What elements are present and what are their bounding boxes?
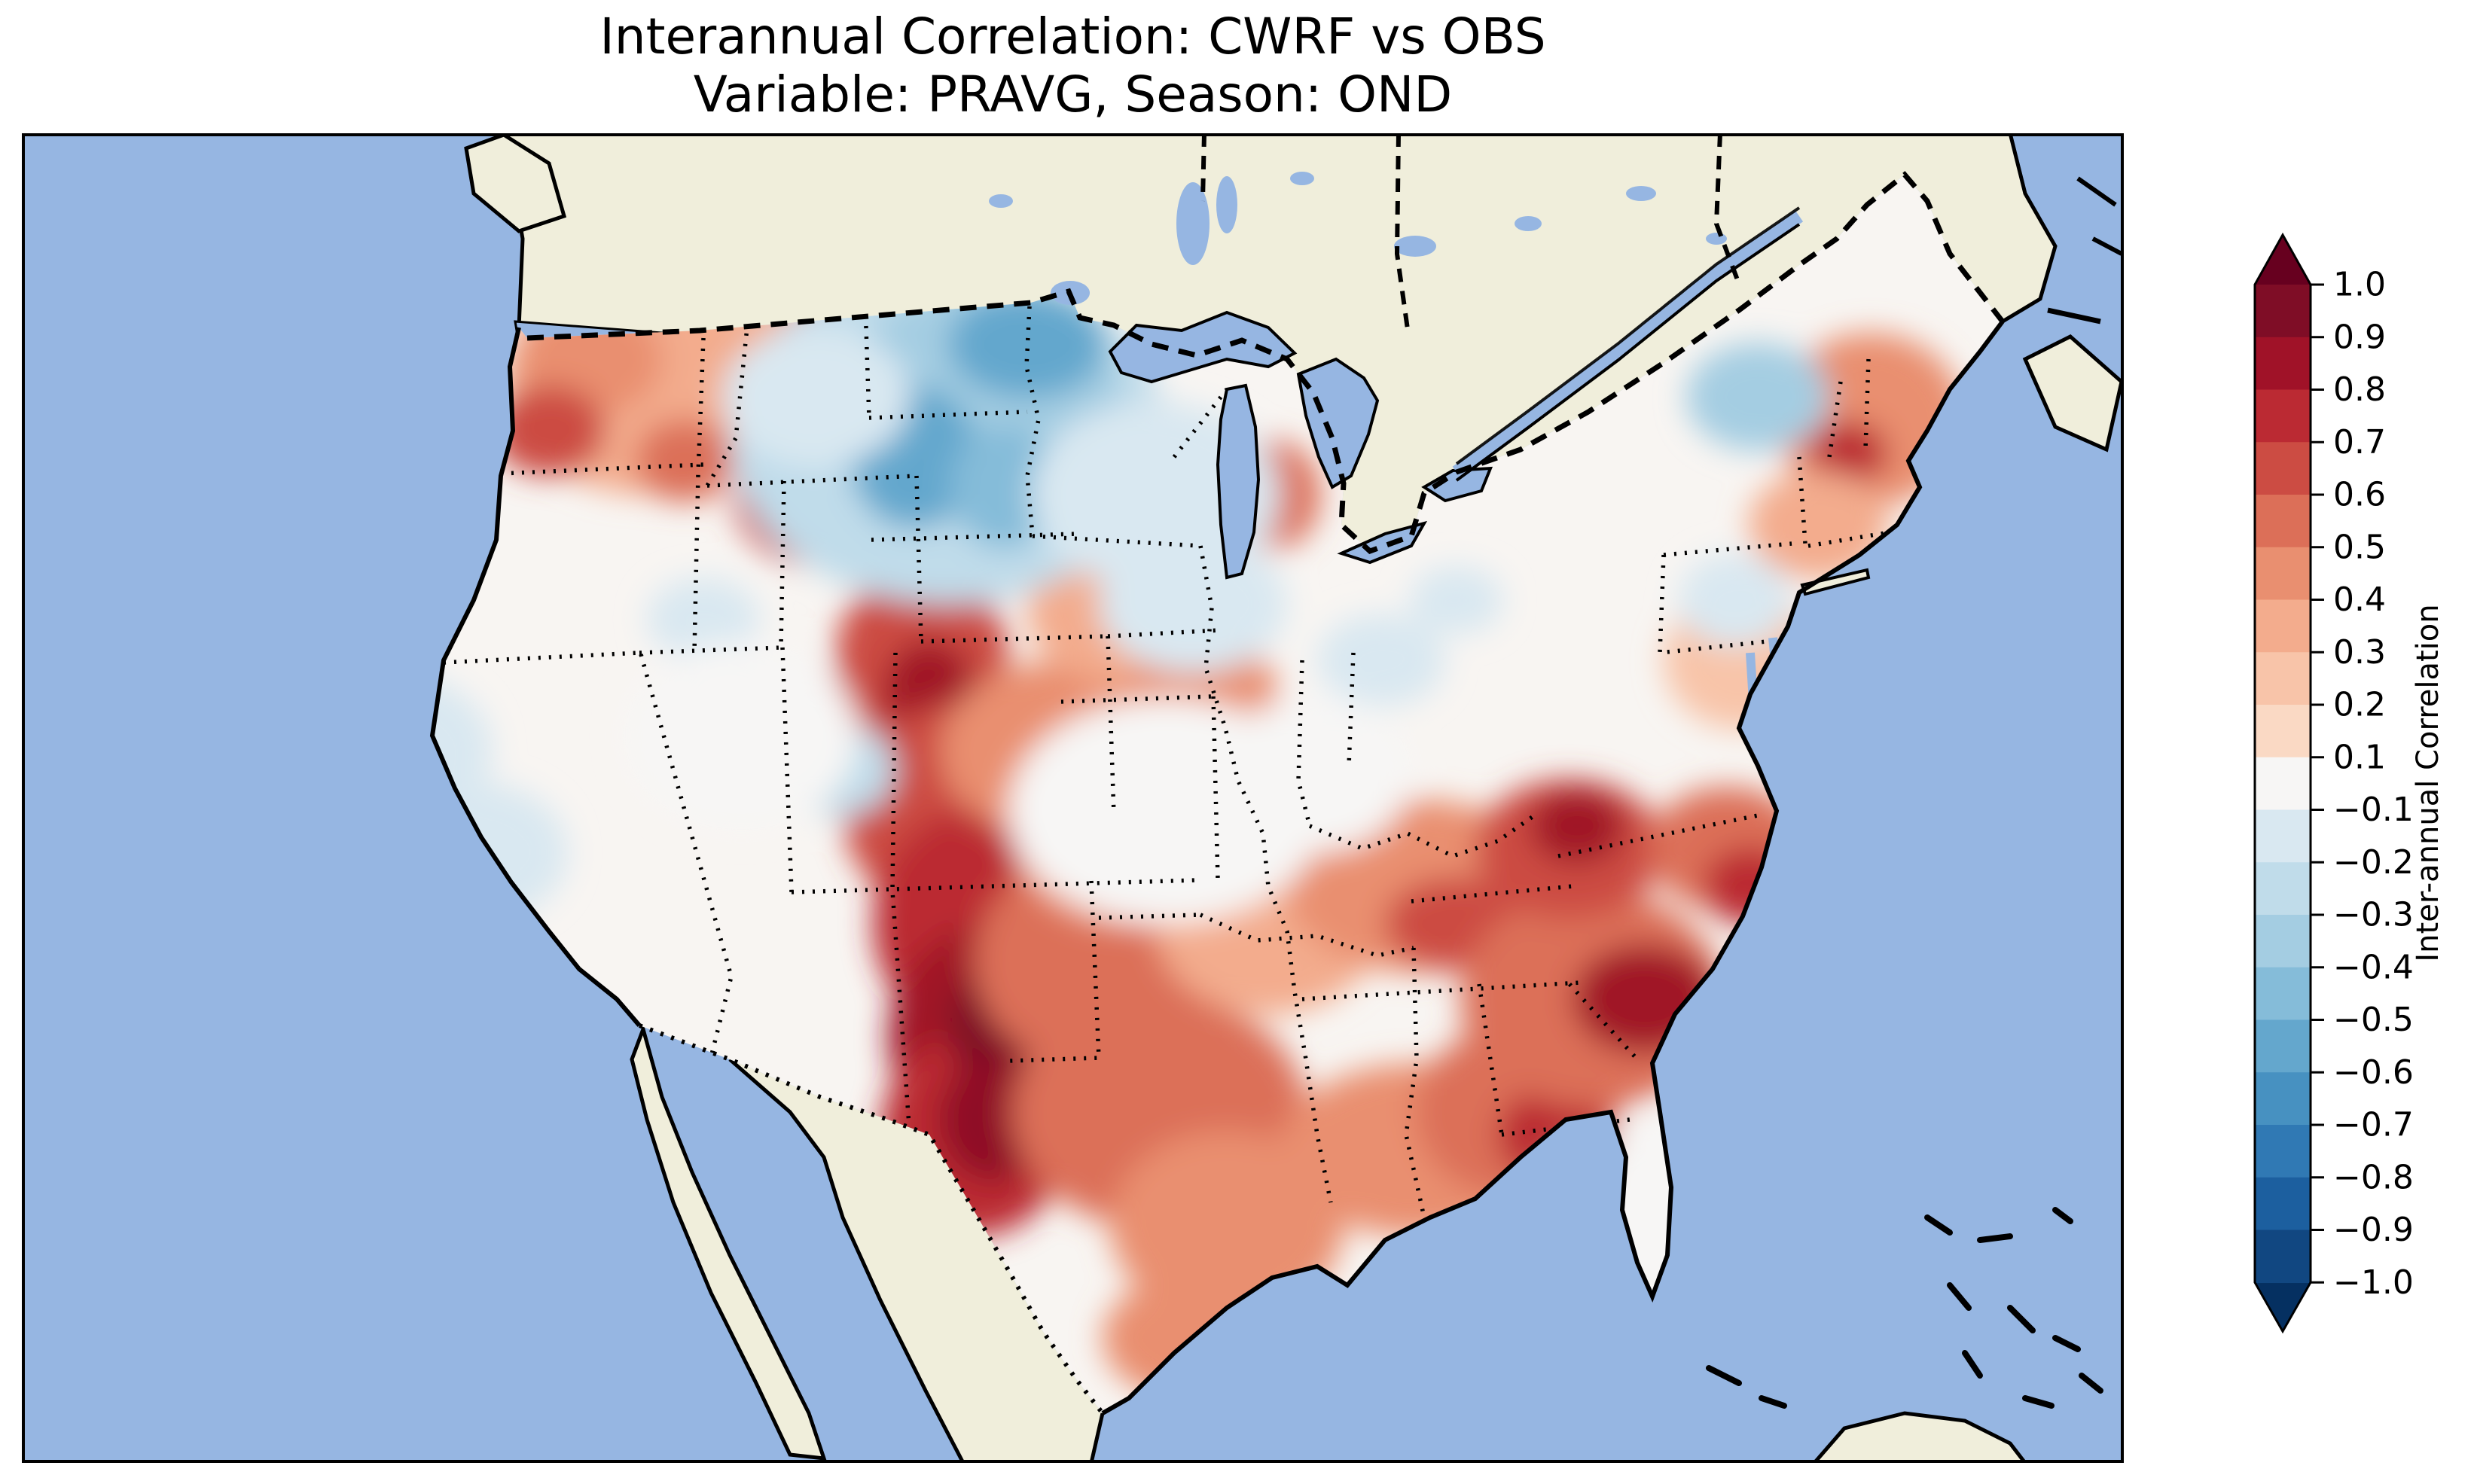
colorbar-band (2255, 1125, 2311, 1178)
map-canvas (22, 133, 2124, 1463)
colorbar-tick-label: −0.5 (2333, 1001, 2414, 1039)
colorbar-band (2255, 389, 2311, 443)
correlation-blob (1223, 694, 1411, 852)
us-mexico-border (638, 1023, 1105, 1415)
correlation-blob (1679, 553, 1792, 647)
correlation-blob (948, 290, 1106, 398)
correlation-blob (1317, 614, 1445, 707)
correlation-blob (1809, 422, 1887, 485)
colorbar-tick-label: −0.6 (2333, 1053, 2414, 1092)
us-gulf-atlantic-coastline (1101, 320, 2005, 1415)
colorbar-band (2255, 967, 2311, 1021)
colorbar-band (2255, 1019, 2311, 1074)
cuba (1811, 1411, 2028, 1463)
colorbar-tick-label: 1.0 (2333, 266, 2386, 304)
correlation-blob (722, 328, 911, 466)
colorbar-band (2255, 599, 2311, 654)
colorbar-band (2255, 809, 2311, 864)
title-line-1: Interannual Correlation: CWRF vs OBS (599, 8, 1546, 66)
colorbar-band (2255, 1230, 2311, 1284)
colorbar-canvas: 1.0 0.9 0.8 0.7 0.6 0.5 0.4 0.3 0.2 0.1 −0.1 −0.2 −0… (2253, 232, 2414, 1334)
colorbar-band (2255, 1177, 2311, 1231)
correlation-blob (636, 419, 734, 502)
bahamas-islands (1706, 1207, 2103, 1409)
us-correlation-map (22, 133, 2124, 1463)
colorbar-tick-label: −0.4 (2333, 948, 2414, 986)
correlation-field (432, 220, 1965, 1402)
colorbar-tick-label: −0.7 (2333, 1106, 2414, 1144)
province-borders (1200, 133, 1741, 330)
correlation-blob (950, 425, 1059, 549)
colorbar-extend-under (2255, 1282, 2311, 1332)
chesapeake-bay (1746, 637, 1781, 714)
mexico-gulf-coastline (1089, 1412, 1105, 1463)
correlation-blob (1686, 343, 1829, 451)
colorbar-tick-label: 0.3 (2333, 633, 2386, 672)
colorbar-tick-label: 0.9 (2333, 318, 2386, 356)
title-line-2: Variable: PRAVG, Season: OND (693, 66, 1453, 123)
colorbar-band (2255, 285, 2311, 338)
us-pacific-coastline (429, 327, 642, 1027)
correlation-blob (1110, 1131, 1344, 1319)
map-frame (22, 133, 2124, 1463)
lake-huron (1296, 357, 1380, 489)
correlation-blob (647, 577, 760, 660)
lake-ontario (1421, 466, 1493, 503)
colorbar-tick-label: 0.2 (2333, 686, 2386, 724)
st-lawrence-south-bank (1455, 223, 1801, 482)
colorbar-tick-label: −0.9 (2333, 1211, 2414, 1249)
colorbar-band (2255, 652, 2311, 705)
colorbar-tick-label: −0.3 (2333, 896, 2414, 934)
colorbar-tick-label: 0.5 (2333, 528, 2386, 566)
colorbar-extend-over (2255, 235, 2311, 285)
great-lakes (1108, 310, 1493, 580)
mexico-west-coastline (728, 1058, 966, 1463)
colorbar-tick-label: 0.1 (2333, 738, 2386, 776)
canada-east-coastline (2001, 133, 2058, 324)
colorbar-band (2255, 495, 2311, 548)
correlation-blob (1410, 566, 1503, 634)
colorbar-band (2255, 337, 2311, 391)
colorbar-tick-label: 0.6 (2333, 476, 2386, 514)
colorbar-band (2255, 915, 2311, 968)
colorbar-tick-label: 0.8 (2333, 370, 2386, 409)
correlation-blob (1530, 788, 1624, 864)
colorbar-band (2255, 705, 2311, 758)
figure-title: Interannual Correlation: CWRF vs OBS Var… (22, 8, 2124, 123)
colorbar-band (2255, 1072, 2311, 1126)
colorbar-band (2255, 547, 2311, 601)
colorbar-axis-label: Inter-annual Correlation (2411, 604, 2445, 962)
colorbar: 1.0 0.9 0.8 0.7 0.6 0.5 0.4 0.3 0.2 0.1 −0.1 −0.2 −0… (2229, 226, 2474, 1370)
correlation-blob (624, 641, 858, 830)
baja-california (630, 1022, 827, 1461)
lake-superior (1108, 310, 1298, 384)
canada-lakes (22, 172, 1727, 305)
colorbar-band (2255, 757, 2311, 811)
st-lawrence-north-bank (1455, 206, 1801, 465)
colorbar-tick-label: −0.8 (2333, 1158, 2414, 1196)
colorbar-tick-label: 0.4 (2333, 580, 2386, 619)
lake-erie (1337, 520, 1428, 565)
lake-michigan (1216, 383, 1261, 580)
gulf-islands (2076, 176, 2123, 256)
st-lawrence-river (1452, 210, 1804, 478)
prince-edward-island (2047, 307, 2101, 325)
correlation-blob (1099, 535, 1287, 673)
us-canada-border (526, 171, 2005, 555)
colorbar-band (2255, 862, 2311, 916)
mexico-land (730, 1059, 1103, 1463)
colorbar-tick-label: 0.7 (2333, 423, 2386, 462)
correlation-blob (1749, 471, 1887, 579)
colorbar-tick-label: −1.0 (2333, 1263, 2414, 1302)
nova-scotia (2022, 334, 2124, 453)
state-borders (443, 304, 1890, 1278)
colorbar-tick-label: −0.2 (2333, 843, 2414, 882)
colorbar-band (2255, 442, 2311, 495)
colorbar-tick-label: −0.1 (2333, 791, 2414, 829)
correlation-blob (493, 385, 606, 476)
